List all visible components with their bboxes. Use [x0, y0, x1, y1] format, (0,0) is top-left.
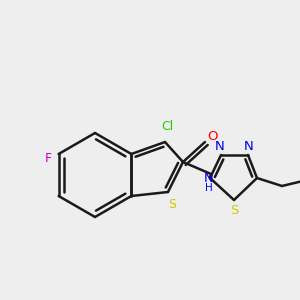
Text: N: N — [244, 140, 254, 154]
Text: S: S — [230, 203, 238, 217]
Text: F: F — [45, 152, 52, 166]
Text: O: O — [208, 130, 218, 143]
Text: S: S — [168, 197, 176, 211]
Text: N: N — [204, 172, 214, 185]
Text: Cl: Cl — [161, 119, 173, 133]
Text: H: H — [205, 183, 213, 193]
Text: N: N — [215, 140, 225, 154]
